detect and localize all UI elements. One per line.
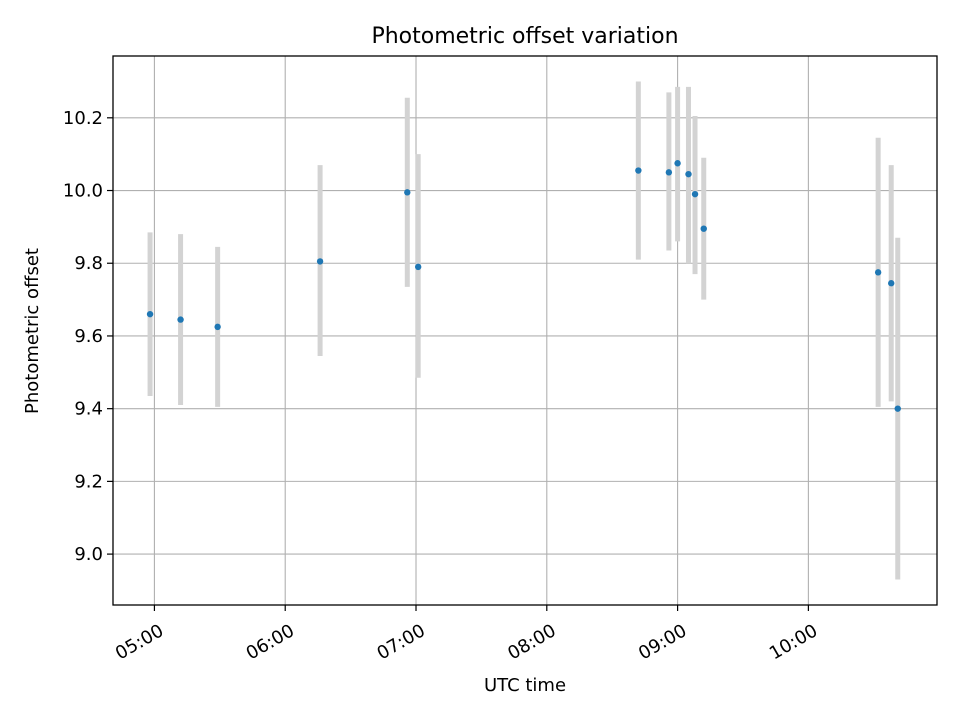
data-point — [874, 269, 882, 276]
data-point — [635, 167, 642, 174]
data-point — [674, 160, 681, 167]
grid-lines — [113, 56, 937, 605]
y-tick-label: 10.2 — [63, 108, 103, 129]
y-tick-label: 9.0 — [74, 544, 103, 565]
data-point — [177, 316, 184, 323]
plot-frame — [112, 55, 938, 606]
data-point — [214, 323, 221, 331]
data-point — [146, 310, 154, 318]
y-tick-label: 9.4 — [74, 399, 103, 420]
data-point — [691, 190, 699, 198]
data-point — [414, 263, 422, 271]
chart-title: Photometric offset variation — [371, 24, 678, 49]
x-axis-label: UTC time — [484, 675, 566, 696]
y-tick-label: 9.6 — [74, 326, 103, 347]
data-point — [665, 169, 673, 176]
data-point — [894, 405, 901, 412]
y-tick-label: 9.2 — [74, 471, 103, 492]
y-tick-label: 10.0 — [63, 181, 103, 202]
y-axis-ticks: 9.0 9.2 9.4 9.6 9.8 10.0 10.2 — [63, 108, 113, 565]
data-point — [685, 170, 692, 178]
data-point — [404, 189, 411, 196]
data-point — [888, 280, 895, 287]
y-axis-label: Photometric offset — [22, 248, 43, 414]
data-point — [316, 258, 324, 265]
data-point — [700, 225, 707, 232]
y-tick-label: 9.8 — [74, 253, 103, 274]
data-points — [146, 160, 901, 412]
